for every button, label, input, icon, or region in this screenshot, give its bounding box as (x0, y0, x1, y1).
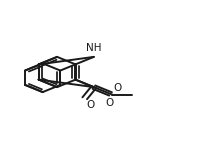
Text: NH: NH (86, 43, 102, 53)
Text: O: O (105, 97, 114, 108)
Text: O: O (113, 83, 122, 93)
Text: O: O (87, 100, 95, 110)
